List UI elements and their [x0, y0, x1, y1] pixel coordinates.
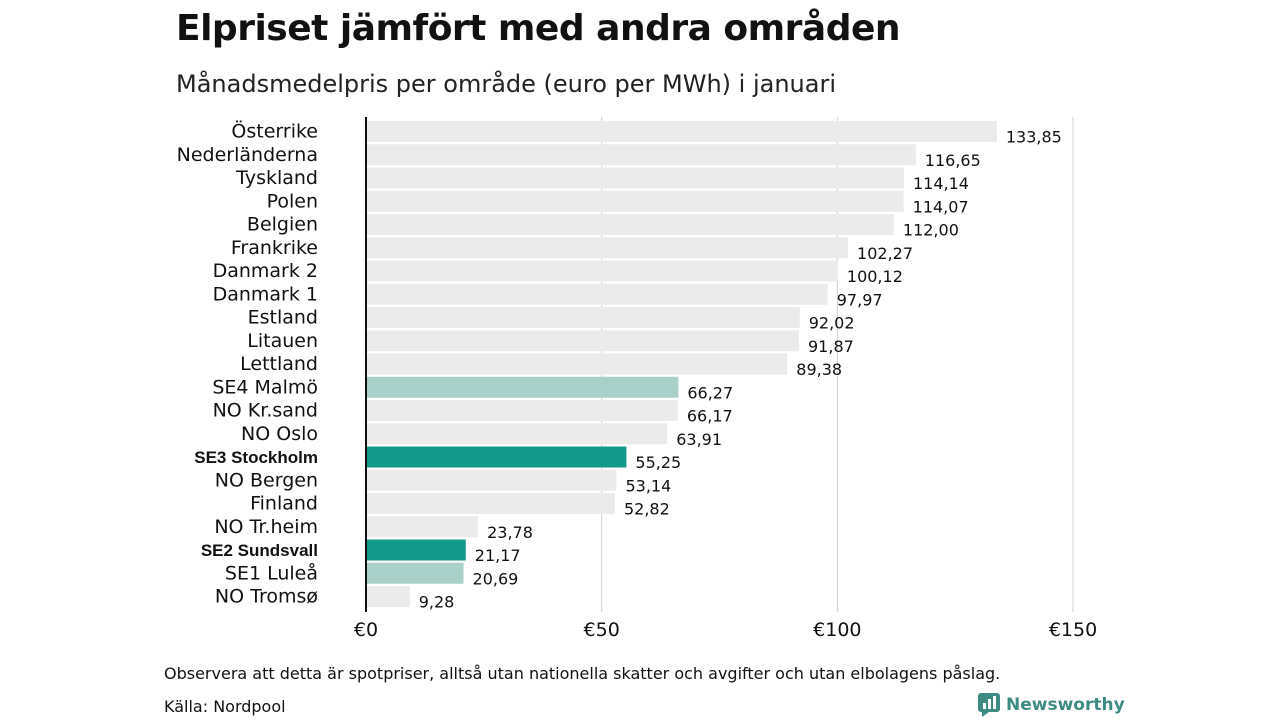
bar — [366, 307, 800, 328]
bar — [366, 469, 617, 491]
bar — [366, 423, 668, 445]
category-label: Tyskland — [235, 167, 318, 189]
bar — [366, 214, 894, 235]
newsworthy-logo-icon — [978, 693, 1000, 717]
value-label: 114,07 — [913, 197, 969, 216]
chart-subtitle: Månadsmedelpris per område (euro per MWh… — [176, 70, 837, 98]
value-label: 91,87 — [808, 337, 854, 356]
category-label: SE3 Stockholm — [194, 448, 318, 467]
bar — [366, 562, 464, 584]
category-label: SE4 Malmö — [212, 376, 318, 398]
category-label: Lettland — [240, 353, 318, 375]
bar — [366, 493, 615, 514]
category-label: Finland — [250, 493, 318, 515]
bar — [366, 376, 679, 398]
value-label: 112,00 — [903, 221, 959, 240]
category-label: NO Kr.sand — [213, 400, 318, 422]
value-label: 66,17 — [687, 407, 733, 426]
bar — [366, 237, 849, 259]
bar — [366, 260, 838, 282]
chart-title: Elpriset jämfört med andra områden — [176, 8, 901, 49]
category-label: NO Tromsø — [215, 586, 318, 608]
value-label: 66,27 — [687, 383, 733, 402]
value-label: 92,02 — [809, 314, 855, 333]
category-label: Litauen — [247, 330, 318, 352]
value-label: 97,97 — [837, 290, 883, 309]
category-label: Österrike — [231, 120, 318, 143]
category-label: SE2 Sundsvall — [201, 541, 318, 560]
x-tick-label: €100 — [813, 619, 861, 641]
category-label: Danmark 2 — [213, 260, 318, 282]
x-tick-label: €50 — [584, 619, 620, 641]
x-tick-label: €0 — [354, 619, 378, 641]
category-label: SE1 Luleå — [225, 561, 318, 584]
bar-chart: Österrike 133,85 Nederländerna 116,65 Tyskla… — [177, 117, 1097, 641]
axis-layer: €0 €50 €100 €150 — [354, 117, 1097, 641]
bar — [366, 190, 904, 212]
bar — [366, 353, 788, 375]
source-note: Källa: Nordpool — [164, 697, 286, 716]
label-layer: Österrike 133,85 Nederländerna 116,65 Tyskla… — [177, 120, 1062, 612]
category-label: NO Tr.heim — [214, 516, 318, 538]
value-label: 63,91 — [676, 430, 722, 449]
category-label: Belgien — [247, 214, 318, 236]
value-label: 52,82 — [624, 500, 670, 519]
value-label: 114,14 — [913, 174, 969, 193]
value-label: 100,12 — [847, 267, 903, 286]
bar — [366, 167, 904, 189]
value-label: 53,14 — [625, 476, 671, 495]
bar-layer — [366, 121, 997, 607]
bar — [366, 446, 627, 468]
footnote: Observera att detta är spotpriser, allts… — [164, 664, 1001, 683]
bar — [366, 539, 466, 561]
brand-name: Newsworthy — [1006, 695, 1125, 715]
category-label: Danmark 1 — [213, 283, 318, 305]
brand-logo: Newsworthy — [978, 693, 1125, 717]
category-label: Polen — [267, 190, 318, 212]
category-label: Nederländerna — [177, 144, 318, 166]
value-label: 55,25 — [635, 453, 681, 472]
bar — [366, 400, 678, 421]
bar — [366, 516, 479, 538]
bar — [366, 144, 916, 166]
value-label: 21,17 — [475, 546, 521, 565]
category-label: NO Bergen — [215, 469, 318, 491]
category-label: Estland — [248, 307, 318, 329]
x-tick-label: €150 — [1049, 619, 1097, 641]
bar — [366, 121, 997, 142]
value-label: 23,78 — [487, 523, 533, 542]
bar — [366, 283, 828, 305]
value-label: 116,65 — [925, 151, 981, 170]
category-label: NO Oslo — [241, 423, 318, 445]
value-label: 133,85 — [1006, 128, 1062, 147]
value-label: 102,27 — [857, 244, 913, 263]
value-label: 89,38 — [796, 360, 842, 379]
value-label: 9,28 — [419, 593, 455, 612]
category-label: Frankrike — [231, 237, 318, 259]
bar — [366, 330, 800, 352]
value-label: 20,69 — [473, 569, 519, 588]
bar — [366, 586, 410, 607]
